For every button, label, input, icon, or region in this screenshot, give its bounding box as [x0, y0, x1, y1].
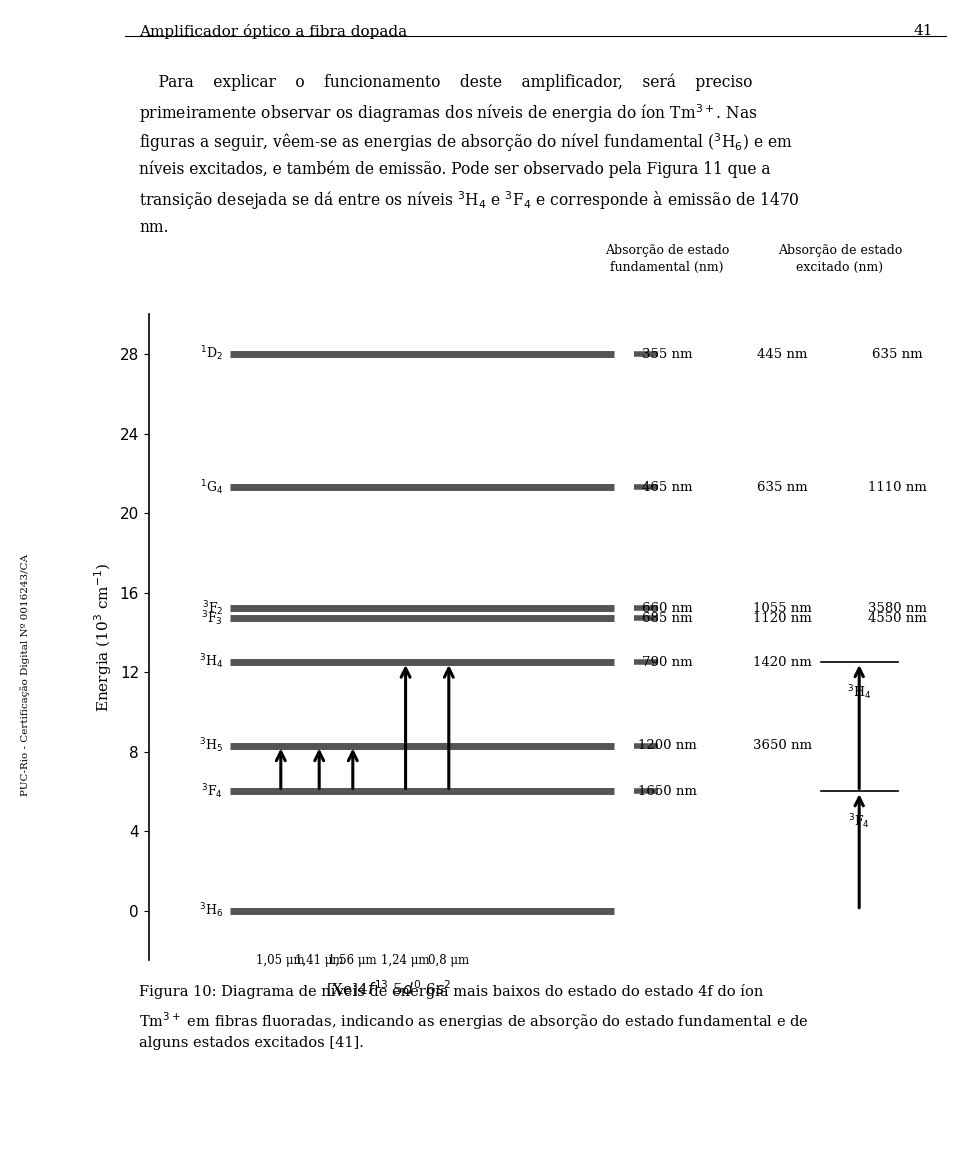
Text: 0,8 μm: 0,8 μm [428, 954, 469, 967]
Text: nm.: nm. [139, 219, 169, 236]
Text: 635 nm: 635 nm [757, 481, 807, 494]
Text: primeiramente observar os diagramas dos níveis de energia do íon Tm$^{3+}$. Nas: primeiramente observar os diagramas dos … [139, 102, 757, 126]
Text: $^{1}$G$_{4}$: $^{1}$G$_{4}$ [200, 478, 224, 497]
Text: 355 nm: 355 nm [642, 348, 692, 361]
Text: 3580 nm: 3580 nm [868, 602, 927, 615]
Text: $^{3}$H$_{4}$: $^{3}$H$_{4}$ [847, 683, 872, 702]
Text: $^{3}$F$_{3}$: $^{3}$F$_{3}$ [202, 609, 224, 627]
Text: Absorção de estado
excitado (nm): Absorção de estado excitado (nm) [778, 244, 902, 275]
Text: $^{3}$H$_{4}$: $^{3}$H$_{4}$ [199, 653, 224, 672]
Text: [Xe]4$f^{13}$ 5$d^{0}$ 6$s^{2}$: [Xe]4$f^{13}$ 5$d^{0}$ 6$s^{2}$ [326, 978, 451, 999]
Text: 1650 nm: 1650 nm [637, 785, 697, 797]
Text: 1110 nm: 1110 nm [868, 481, 927, 494]
Text: 1,41 μm: 1,41 μm [295, 954, 344, 967]
Text: níveis excitados, e também de emissão. Pode ser observado pela Figura 11 que a: níveis excitados, e também de emissão. P… [139, 161, 771, 178]
Text: 1420 nm: 1420 nm [753, 655, 812, 668]
Text: $^{3}$F$_{2}$: $^{3}$F$_{2}$ [202, 599, 224, 618]
Text: 1,24 μm: 1,24 μm [381, 954, 430, 967]
Text: 465 nm: 465 nm [642, 481, 692, 494]
Text: 4550 nm: 4550 nm [868, 612, 927, 625]
Text: $^{1}$D$_{2}$: $^{1}$D$_{2}$ [201, 345, 224, 363]
Text: 41: 41 [914, 24, 933, 38]
Text: Para    explicar    o    funcionamento    deste    amplificador,    será    prec: Para explicar o funcionamento deste ampl… [139, 73, 753, 91]
Text: alguns estados excitados [41].: alguns estados excitados [41]. [139, 1036, 364, 1050]
Text: $^{3}$F$_{4}$: $^{3}$F$_{4}$ [202, 782, 224, 801]
Text: $^{3}$H$_{6}$: $^{3}$H$_{6}$ [199, 901, 224, 920]
Text: 1120 nm: 1120 nm [753, 612, 812, 625]
Text: 685 nm: 685 nm [642, 612, 692, 625]
Text: 790 nm: 790 nm [642, 655, 692, 668]
Text: $^{3}$F$_{4}$: $^{3}$F$_{4}$ [849, 812, 870, 831]
Text: 660 nm: 660 nm [642, 602, 692, 615]
Text: Figura 10: Diagrama de níveis de energia mais baixos do estado do estado 4f do í: Figura 10: Diagrama de níveis de energia… [139, 984, 763, 999]
Text: Absorção de estado
fundamental (nm): Absorção de estado fundamental (nm) [605, 244, 730, 275]
Text: 635 nm: 635 nm [873, 348, 923, 361]
Text: 1,56 μm: 1,56 μm [328, 954, 377, 967]
Y-axis label: Energia (10$^{3}$ cm$^{-1}$): Energia (10$^{3}$ cm$^{-1}$) [92, 562, 114, 712]
Text: PUC-Rio - Certificação Digital Nº 0016243/CA: PUC-Rio - Certificação Digital Nº 001624… [20, 554, 30, 796]
Text: 1200 nm: 1200 nm [637, 739, 697, 752]
Text: transição desejada se dá entre os níveis $^{3}$H$_{4}$ e $^{3}$F$_{4}$ e corresp: transição desejada se dá entre os níveis… [139, 190, 800, 213]
Text: 445 nm: 445 nm [757, 348, 807, 361]
Text: Tm$^{3+}$ em fibras fluoradas, indicando as energias de absorção do estado funda: Tm$^{3+}$ em fibras fluoradas, indicando… [139, 1010, 809, 1032]
Text: 1,05 μm: 1,05 μm [256, 954, 305, 967]
Text: 3650 nm: 3650 nm [753, 739, 812, 752]
Text: $^{3}$H$_{5}$: $^{3}$H$_{5}$ [200, 737, 224, 755]
Text: 1055 nm: 1055 nm [753, 602, 812, 615]
Text: figuras a seguir, vêem-se as energias de absorção do nível fundamental ($^{3}$H$: figuras a seguir, vêem-se as energias de… [139, 132, 793, 155]
Text: Amplificador óptico a fibra dopada: Amplificador óptico a fibra dopada [139, 24, 407, 40]
